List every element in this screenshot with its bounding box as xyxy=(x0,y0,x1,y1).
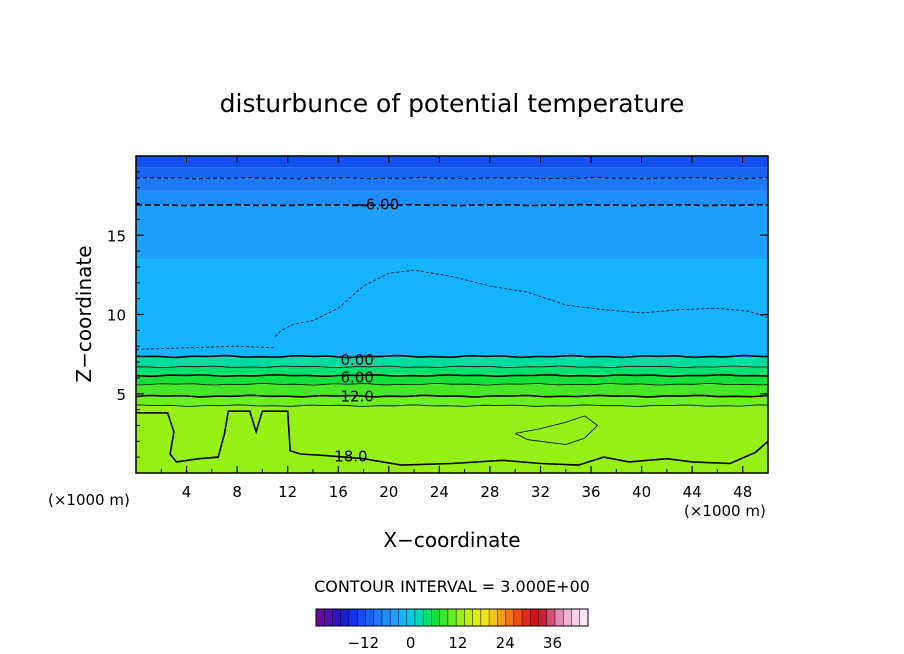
color-band-8 xyxy=(136,374,768,385)
x-tick-label: 36 xyxy=(581,483,600,501)
colorbar-swatch xyxy=(522,609,531,626)
colorbar-swatch xyxy=(414,609,424,626)
y-tick-label: 5 xyxy=(116,386,126,404)
colorbar-swatch xyxy=(447,609,457,626)
contour-line-blob xyxy=(515,415,599,445)
contour-line-low-dash xyxy=(135,345,276,350)
y-axis-label: Z−coordinate xyxy=(72,245,96,382)
colorbar-swatch xyxy=(324,609,333,626)
x-tick-label: 48 xyxy=(733,483,752,501)
x-tick-label: 12 xyxy=(278,483,297,501)
x-unit-left: (×1000 m) xyxy=(48,491,130,509)
x-tick-label: 4 xyxy=(182,483,192,501)
colorbar-swatch xyxy=(423,609,432,626)
x-axis: 4 8 12 16 20 24 28 32 36 40 44 48 xyxy=(160,156,752,501)
colorbar-swatch xyxy=(439,609,449,626)
color-bands xyxy=(136,156,768,473)
contour-line-5 xyxy=(136,383,769,386)
contour-line-6 xyxy=(135,394,769,398)
y-axis: 5 10 15 xyxy=(107,171,768,458)
colorbar-swatch xyxy=(456,609,465,626)
colorbar-swatch xyxy=(398,609,408,626)
contour-line-7 xyxy=(136,404,769,407)
x-tick-label: 40 xyxy=(632,483,651,501)
colorbar-swatch xyxy=(555,609,564,626)
colorbar xyxy=(315,608,589,627)
colorbar-swatch xyxy=(538,609,548,626)
colorbar-tick-label: −12 xyxy=(347,634,379,652)
colorbar-swatch xyxy=(563,609,572,626)
colorbar-swatch xyxy=(373,609,383,626)
colorbar-swatch xyxy=(472,609,482,626)
color-band-0 xyxy=(136,156,768,168)
contour-line-3 xyxy=(135,365,768,369)
color-band-6 xyxy=(136,357,768,367)
contour-label: 6.00 xyxy=(340,368,373,386)
x-tick-label: 16 xyxy=(329,483,348,501)
contour-label: 12.0 xyxy=(340,387,373,405)
contour-label: −6.00 xyxy=(353,196,399,214)
colorbar-swatch xyxy=(579,609,589,626)
colorbar-swatch xyxy=(332,609,342,626)
contour-label: 0.00 xyxy=(340,351,373,369)
contour-lines xyxy=(135,177,769,466)
x-tick-label: 8 xyxy=(232,483,242,501)
x-tick-label: 24 xyxy=(430,483,449,501)
color-band-5 xyxy=(136,259,768,358)
x-axis-label: X−coordinate xyxy=(383,528,520,552)
color-band-3 xyxy=(136,190,768,206)
contour-interval-text: CONTOUR INTERVAL = 3.000E+00 xyxy=(314,577,590,596)
colorbar-frame xyxy=(315,608,589,627)
colorbar-swatch xyxy=(497,609,506,626)
colorbar-swatch xyxy=(480,609,490,626)
colorbar-swatch xyxy=(546,609,556,626)
colorbar-swatch xyxy=(406,609,416,626)
x-tick-label: 20 xyxy=(379,483,398,501)
colorbar-tick-label: 0 xyxy=(406,634,416,652)
colorbar-swatch xyxy=(464,609,473,626)
x-tick-label: 44 xyxy=(683,483,702,501)
colorbar-swatch xyxy=(316,609,325,626)
colorbar-swatch xyxy=(348,609,358,626)
colorbar-ticks: −12 0 12 24 36 xyxy=(347,634,562,652)
colorbar-swatch xyxy=(381,609,391,626)
color-band-7 xyxy=(136,366,768,375)
contour-line-dome xyxy=(274,269,769,337)
contour-label: 18.0 xyxy=(334,448,367,466)
color-band-2 xyxy=(136,178,768,191)
color-band-1 xyxy=(136,167,768,179)
contour-line-0 xyxy=(135,177,769,180)
contour-line-4 xyxy=(135,373,769,378)
colorbar-swatch xyxy=(431,609,441,626)
colorbar-swatch xyxy=(489,609,498,626)
x-unit-right: (×1000 m) xyxy=(684,502,766,520)
colorbar-swatch xyxy=(571,609,581,626)
colorbar-swatch xyxy=(530,609,539,626)
colorbar-swatch xyxy=(513,609,523,626)
colorbar-tick-label: 12 xyxy=(448,634,467,652)
colorbar-tick-label: 24 xyxy=(496,634,515,652)
chart-title: disturbunce of potential temperature xyxy=(220,89,685,118)
colorbar-swatch xyxy=(365,609,375,626)
colorbar-swatch xyxy=(357,609,366,626)
colorbar-swatch xyxy=(390,609,399,626)
contour-line-1 xyxy=(135,203,769,207)
color-band-4 xyxy=(136,205,768,260)
colorbar-swatch xyxy=(505,609,515,626)
y-tick-label: 15 xyxy=(107,227,126,245)
color-band-11 xyxy=(136,406,768,473)
contour-line-2 xyxy=(135,354,768,359)
color-band-10 xyxy=(136,396,768,407)
contour-line-18 xyxy=(136,410,769,466)
x-tick-label: 32 xyxy=(531,483,550,501)
colorbar-tick-label: 36 xyxy=(543,634,562,652)
y-tick-label: 10 xyxy=(107,307,126,325)
color-band-9 xyxy=(136,384,768,397)
x-tick-label: 28 xyxy=(480,483,499,501)
colorbar-swatch xyxy=(340,609,350,626)
